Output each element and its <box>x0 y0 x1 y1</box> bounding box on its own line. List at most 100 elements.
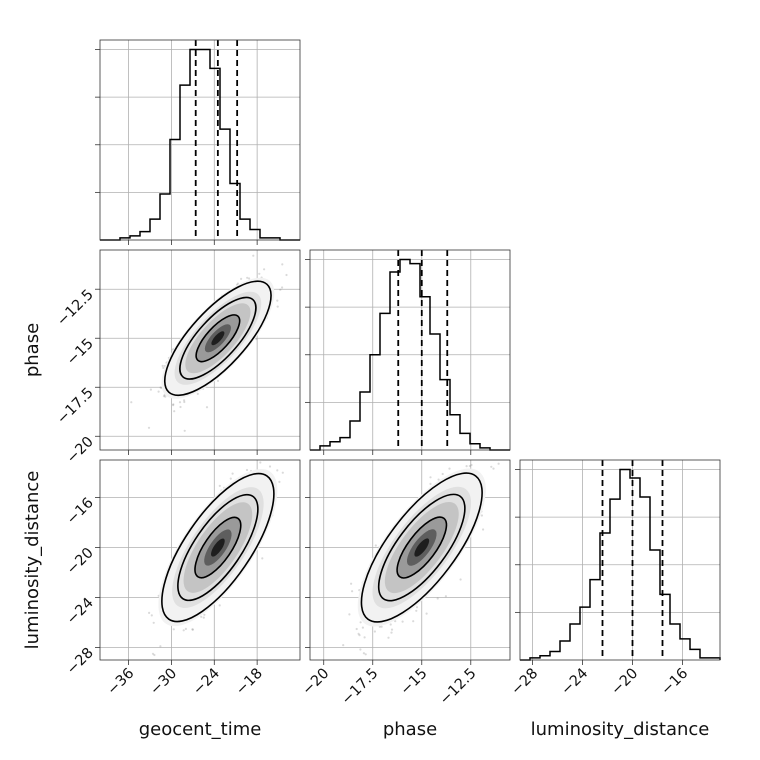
scatter-point <box>363 636 366 639</box>
scatter-point <box>184 627 187 631</box>
ytick-label: −17.5 <box>54 385 97 428</box>
contour-line <box>194 516 242 579</box>
scatter-point <box>415 606 419 609</box>
scatter-point <box>261 557 264 560</box>
xlabel-phase: phase <box>383 719 437 740</box>
scatter-point <box>401 620 404 623</box>
scatter-point <box>159 386 162 389</box>
scatter-point <box>263 268 266 271</box>
scatter-point <box>259 461 262 464</box>
scatter-point <box>390 631 393 634</box>
scatter-point <box>444 595 447 598</box>
ylabel-luminosity-distance: luminosity_distance <box>22 471 43 650</box>
scatter-point <box>361 626 364 629</box>
scatter-point <box>172 403 175 406</box>
xtick-label: −15 <box>398 666 431 699</box>
panel-frame <box>99 459 301 661</box>
histogram-luminosity_distance <box>520 468 721 661</box>
contour-line <box>177 493 259 602</box>
scatter-point <box>162 366 165 369</box>
density-level <box>211 538 225 557</box>
ytick-label: −24 <box>64 595 97 628</box>
scatter-point <box>151 652 155 655</box>
scatter-point <box>281 286 284 289</box>
scatter-point <box>364 653 367 656</box>
scatter-point <box>268 465 272 468</box>
panel-frame <box>99 39 301 241</box>
scatter-point <box>276 305 279 308</box>
scatter-point <box>357 632 360 635</box>
scatter-point <box>278 480 281 483</box>
ytick-label: −15 <box>64 336 97 369</box>
scatter-point <box>258 272 261 275</box>
scatter-point <box>236 282 239 285</box>
scatter-point <box>429 482 432 485</box>
contour-line <box>163 280 272 397</box>
contour-line <box>396 516 448 579</box>
scatter-point <box>162 395 166 398</box>
scatter-point <box>380 625 383 628</box>
ytick-label: −12.5 <box>54 287 97 330</box>
scatter-point <box>149 388 152 391</box>
xtick-label: −20 <box>608 666 641 699</box>
scatter-point <box>412 620 415 623</box>
xtick-label: −36 <box>104 666 137 699</box>
scatter-point <box>358 634 361 637</box>
xtick-label: −18 <box>233 666 266 699</box>
scatter-point <box>351 590 354 593</box>
panel-frame <box>99 249 301 451</box>
scatter-point <box>164 395 167 398</box>
density-level <box>414 538 430 557</box>
histogram-phase <box>310 258 510 451</box>
scatter-point <box>279 288 282 291</box>
scatter-point <box>196 392 199 395</box>
scatter-point <box>378 625 381 628</box>
panel-frame <box>309 459 511 661</box>
scatter-point <box>172 404 175 407</box>
scatter-point <box>362 652 365 655</box>
scatter-point <box>468 464 471 468</box>
scatter-point <box>285 273 288 277</box>
scatter-point <box>342 644 345 647</box>
scatter-point <box>172 628 175 631</box>
scatter-point <box>497 462 500 465</box>
contour-line <box>360 472 483 623</box>
scatter-point <box>276 469 279 472</box>
scatter-point <box>216 379 220 382</box>
scatter-point <box>148 611 151 615</box>
scatter-point <box>387 636 390 639</box>
scatter-point <box>415 609 418 612</box>
xtick-label: −20 <box>300 666 333 699</box>
scatter-point <box>218 604 221 607</box>
scatter-point <box>157 390 160 393</box>
ylabel-phase: phase <box>22 323 43 377</box>
panel-frame <box>309 249 511 451</box>
contour-line <box>377 493 466 602</box>
ytick-label: −20 <box>64 545 97 578</box>
scatter-point <box>359 621 362 624</box>
scatter-point <box>465 465 468 468</box>
scatter-point <box>429 476 432 479</box>
scatter-point <box>153 653 156 657</box>
scatter-point <box>248 277 251 280</box>
scatter-point <box>359 648 362 651</box>
scatter-point <box>159 645 162 648</box>
scatter-point <box>183 400 186 404</box>
scatter-point <box>348 613 351 616</box>
scatter-point <box>441 472 444 476</box>
scatter-point <box>459 578 462 581</box>
scatter-point <box>202 616 205 619</box>
histogram-geocent_time <box>100 48 300 241</box>
xtick-label: −12.5 <box>437 666 480 709</box>
scatter-point <box>218 484 221 487</box>
scatter-point <box>252 254 255 257</box>
scatter-point <box>205 406 209 409</box>
contour-line <box>179 296 257 380</box>
scatter-point <box>490 465 493 468</box>
scatter-point <box>240 277 243 280</box>
scatter-point <box>389 623 392 626</box>
xtick-label: −28 <box>508 666 541 699</box>
xtick-label: −24 <box>190 666 223 699</box>
scatter-point <box>173 410 176 413</box>
scatter-point <box>448 467 451 470</box>
